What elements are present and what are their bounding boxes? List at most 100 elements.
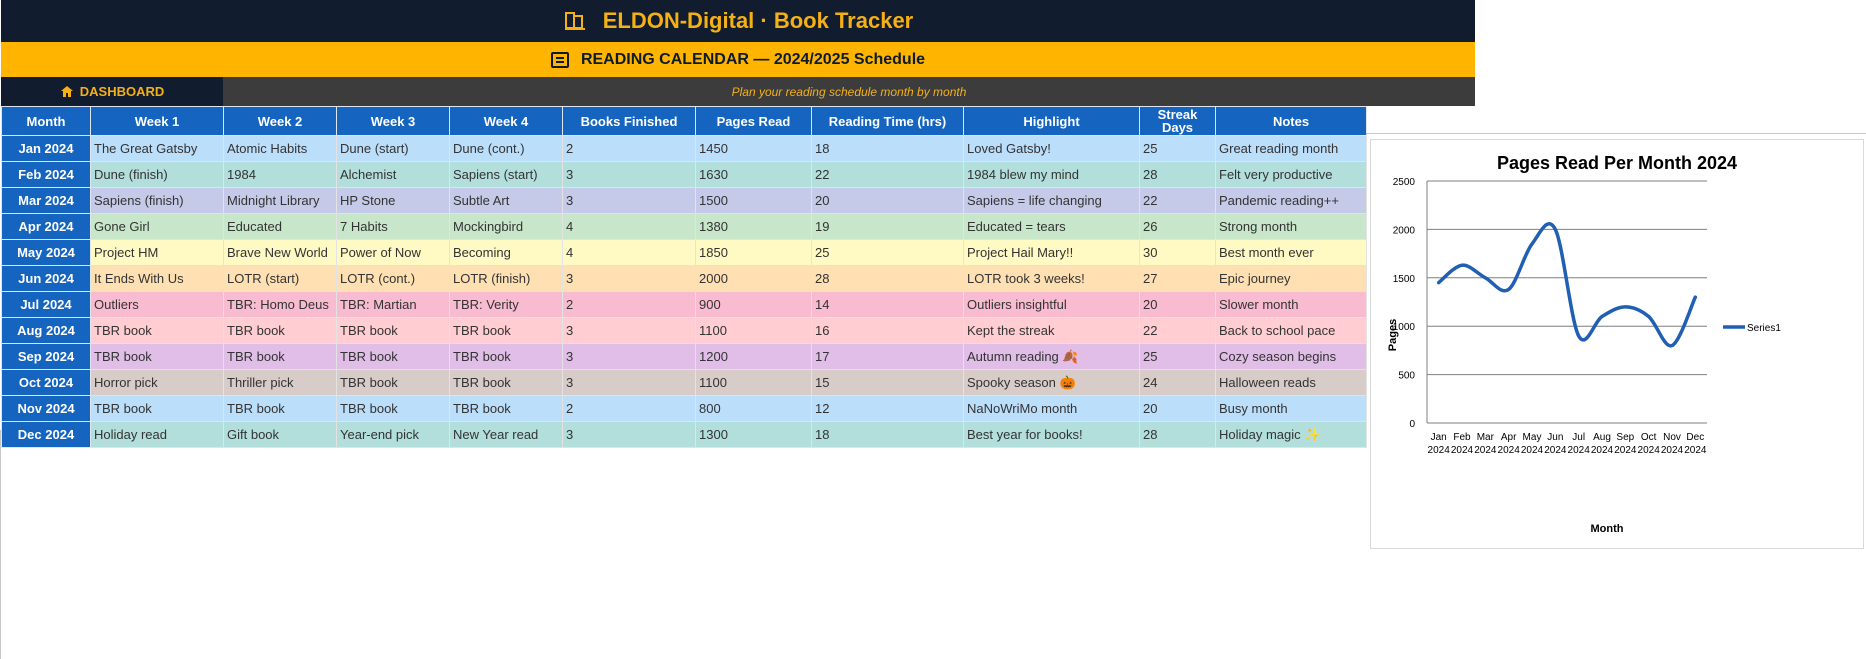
table-cell[interactable]: 26 bbox=[1139, 213, 1216, 240]
table-cell[interactable]: 1380 bbox=[695, 213, 812, 240]
table-cell[interactable]: 12 bbox=[811, 395, 964, 422]
table-cell[interactable]: 14 bbox=[811, 291, 964, 318]
table-cell[interactable]: Midnight Library bbox=[223, 187, 337, 214]
table-cell[interactable]: 2 bbox=[562, 395, 696, 422]
month-cell[interactable]: Dec 2024 bbox=[1, 421, 91, 448]
month-cell[interactable]: Aug 2024 bbox=[1, 317, 91, 344]
table-cell[interactable]: Back to school pace bbox=[1215, 317, 1367, 344]
table-cell[interactable]: Mockingbird bbox=[449, 213, 563, 240]
table-cell[interactable]: LOTR (start) bbox=[223, 265, 337, 292]
table-cell[interactable]: Pandemic reading++ bbox=[1215, 187, 1367, 214]
data-point[interactable] bbox=[1553, 227, 1557, 231]
table-cell[interactable]: Educated = tears bbox=[963, 213, 1140, 240]
table-cell[interactable]: Cozy season begins bbox=[1215, 343, 1367, 370]
table-cell[interactable]: The Great Gatsby bbox=[90, 135, 224, 162]
month-cell[interactable]: Jul 2024 bbox=[1, 291, 91, 318]
month-cell[interactable]: Nov 2024 bbox=[1, 395, 91, 422]
data-point[interactable] bbox=[1460, 263, 1464, 267]
table-cell[interactable]: Felt very productive bbox=[1215, 161, 1367, 188]
table-cell[interactable]: 22 bbox=[1139, 317, 1216, 344]
column-header[interactable]: Week 3 bbox=[336, 106, 450, 136]
dashboard-button[interactable]: DASHBOARD bbox=[1, 77, 223, 106]
series-line[interactable] bbox=[1436, 222, 1698, 348]
column-header[interactable]: Notes bbox=[1215, 106, 1367, 136]
table-cell[interactable]: 3 bbox=[562, 161, 696, 188]
table-cell[interactable]: 25 bbox=[1139, 343, 1216, 370]
table-cell[interactable]: Year-end pick bbox=[336, 421, 450, 448]
table-cell[interactable]: Sapiens = life changing bbox=[963, 187, 1140, 214]
table-cell[interactable]: Spooky season 🎃 bbox=[963, 369, 1140, 396]
table-cell[interactable]: 4 bbox=[562, 213, 696, 240]
table-cell[interactable]: Dune (cont.) bbox=[449, 135, 563, 162]
table-cell[interactable]: 22 bbox=[811, 161, 964, 188]
table-cell[interactable]: Sapiens (start) bbox=[449, 161, 563, 188]
table-cell[interactable]: 1200 bbox=[695, 343, 812, 370]
table-cell[interactable]: Halloween reads bbox=[1215, 369, 1367, 396]
data-point[interactable] bbox=[1437, 281, 1441, 285]
table-cell[interactable]: New Year read bbox=[449, 421, 563, 448]
table-cell[interactable]: 25 bbox=[811, 239, 964, 266]
table-cell[interactable]: TBR: Homo Deus bbox=[223, 291, 337, 318]
table-cell[interactable]: TBR book bbox=[223, 343, 337, 370]
table-cell[interactable]: 30 bbox=[1139, 239, 1216, 266]
table-cell[interactable]: TBR book bbox=[223, 395, 337, 422]
table-cell[interactable]: Outliers insightful bbox=[963, 291, 1140, 318]
table-cell[interactable]: HP Stone bbox=[336, 187, 450, 214]
table-cell[interactable]: 3 bbox=[562, 421, 696, 448]
table-cell[interactable]: TBR book bbox=[90, 395, 224, 422]
table-cell[interactable]: Educated bbox=[223, 213, 337, 240]
data-point[interactable] bbox=[1600, 315, 1604, 319]
table-cell[interactable]: 25 bbox=[1139, 135, 1216, 162]
table-cell[interactable]: Brave New World bbox=[223, 239, 337, 266]
data-point[interactable] bbox=[1623, 305, 1627, 309]
table-cell[interactable]: 1984 blew my mind bbox=[963, 161, 1140, 188]
table-cell[interactable]: 22 bbox=[1139, 187, 1216, 214]
table-cell[interactable]: Horror pick bbox=[90, 369, 224, 396]
table-cell[interactable]: 1300 bbox=[695, 421, 812, 448]
table-cell[interactable]: 1100 bbox=[695, 369, 812, 396]
table-cell[interactable]: 1630 bbox=[695, 161, 812, 188]
table-cell[interactable]: 28 bbox=[1139, 161, 1216, 188]
table-cell[interactable]: TBR: Verity bbox=[449, 291, 563, 318]
column-header[interactable]: Highlight bbox=[963, 106, 1140, 136]
table-cell[interactable]: LOTR (finish) bbox=[449, 265, 563, 292]
table-cell[interactable]: 3 bbox=[562, 317, 696, 344]
table-cell[interactable]: TBR book bbox=[336, 369, 450, 396]
pages-read-chart[interactable]: Pages Read Per Month 2024 Pages Month 0 5… bbox=[1370, 139, 1864, 549]
table-cell[interactable]: 2 bbox=[562, 291, 696, 318]
table-cell[interactable]: TBR book bbox=[336, 395, 450, 422]
table-cell[interactable]: 800 bbox=[695, 395, 812, 422]
table-cell[interactable]: TBR book bbox=[449, 395, 563, 422]
column-header[interactable]: Reading Time (hrs) bbox=[811, 106, 964, 136]
table-cell[interactable]: 15 bbox=[811, 369, 964, 396]
column-header[interactable]: Books Finished bbox=[562, 106, 696, 136]
table-cell[interactable]: 2 bbox=[562, 135, 696, 162]
table-cell[interactable]: 18 bbox=[811, 421, 964, 448]
table-cell[interactable]: Epic journey bbox=[1215, 265, 1367, 292]
table-cell[interactable]: Project HM bbox=[90, 239, 224, 266]
table-cell[interactable]: 3 bbox=[562, 343, 696, 370]
data-point[interactable] bbox=[1693, 295, 1697, 299]
table-cell[interactable]: TBR book bbox=[336, 317, 450, 344]
column-header[interactable]: Week 2 bbox=[223, 106, 337, 136]
table-cell[interactable]: 1984 bbox=[223, 161, 337, 188]
data-point[interactable] bbox=[1530, 242, 1534, 246]
table-cell[interactable]: 19 bbox=[811, 213, 964, 240]
table-cell[interactable]: 24 bbox=[1139, 369, 1216, 396]
month-cell[interactable]: Feb 2024 bbox=[1, 161, 91, 188]
month-cell[interactable]: Mar 2024 bbox=[1, 187, 91, 214]
table-cell[interactable]: 1450 bbox=[695, 135, 812, 162]
table-cell[interactable]: LOTR (cont.) bbox=[336, 265, 450, 292]
table-cell[interactable]: Alchemist bbox=[336, 161, 450, 188]
table-cell[interactable]: 4 bbox=[562, 239, 696, 266]
table-cell[interactable]: 7 Habits bbox=[336, 213, 450, 240]
table-cell[interactable]: TBR: Martian bbox=[336, 291, 450, 318]
table-cell[interactable]: 1100 bbox=[695, 317, 812, 344]
table-cell[interactable]: 27 bbox=[1139, 265, 1216, 292]
table-cell[interactable]: Slower month bbox=[1215, 291, 1367, 318]
table-cell[interactable]: 28 bbox=[1139, 421, 1216, 448]
table-cell[interactable]: 28 bbox=[811, 265, 964, 292]
column-header[interactable]: Pages Read bbox=[695, 106, 812, 136]
column-header[interactable]: Week 4 bbox=[449, 106, 563, 136]
table-cell[interactable]: 3 bbox=[562, 369, 696, 396]
